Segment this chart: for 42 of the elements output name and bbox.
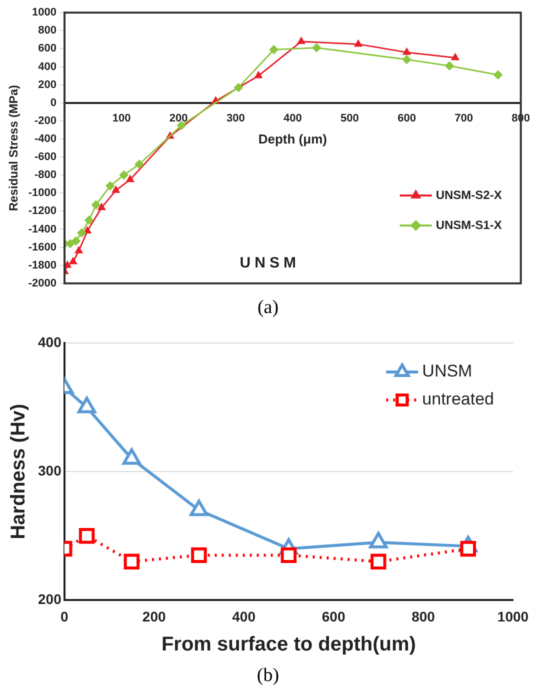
text: (b): [256, 665, 280, 687]
x-tick-label: 200: [142, 608, 166, 624]
y-tick-label: 400: [38, 334, 62, 350]
y-tick-label: -400: [34, 133, 57, 146]
y-tick-label: 200: [38, 78, 57, 91]
y-tick-label: -1000: [28, 187, 57, 200]
y-tick-label: -2000: [28, 277, 57, 290]
y-tick-label: 600: [38, 42, 57, 55]
legend-label: untreated: [422, 390, 494, 409]
x-axis-title: From surface to depth(um): [161, 634, 416, 656]
y-tick-label: 1000: [32, 6, 57, 19]
y-tick-label: -200: [34, 114, 57, 127]
x-tick-label: 700: [454, 112, 473, 124]
x-tick-label: 500: [340, 112, 359, 124]
x-tick-label: 600: [398, 112, 416, 124]
x-tick-label: 600: [322, 608, 346, 624]
text: (a): [256, 297, 280, 319]
y-tick-label: -600: [34, 151, 57, 164]
x-tick-label: 400: [232, 608, 256, 624]
y-tick-label: 200: [38, 591, 62, 608]
x-tick-label: 1000: [497, 608, 529, 624]
y-tick-label: -1400: [28, 223, 57, 236]
y-tick-label: 800: [38, 24, 57, 37]
y-tick-label: 0: [50, 96, 57, 109]
x-tick-label: 200: [169, 112, 188, 124]
x-tick-label: 400: [284, 112, 302, 124]
legend-label: UNSM-S1-X: [436, 218, 502, 232]
y-axis-title: Hardness (Hv): [8, 404, 30, 540]
x-tick-label: 300: [226, 112, 245, 124]
y-axis-title: Residual Stress (MPa): [6, 84, 21, 212]
y-tick-label: 300: [38, 462, 62, 478]
legend-label: UNSM-S2-X: [436, 188, 502, 202]
y-tick-label: -800: [34, 169, 57, 182]
x-axis-title: Depth (μm): [258, 131, 327, 146]
y-tick-label: -1800: [28, 259, 57, 272]
x-tick-label: 100: [112, 112, 131, 124]
annotation: UNSM: [240, 254, 300, 272]
y-tick-label: 400: [38, 60, 57, 73]
y-tick-label: -1200: [28, 205, 57, 218]
x-tick-label: 800: [412, 608, 436, 624]
y-tick-label: -1600: [28, 241, 57, 254]
legend-label: UNSM: [422, 362, 472, 381]
